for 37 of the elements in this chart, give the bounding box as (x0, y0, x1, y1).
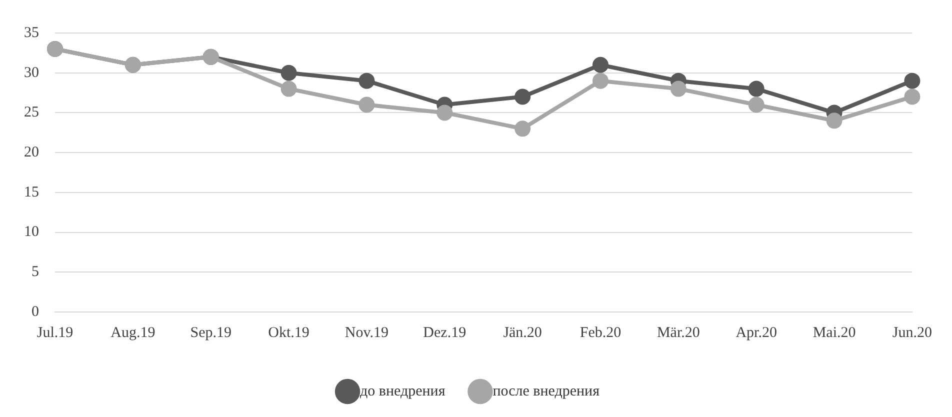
point (670, 80, 686, 97)
y-tick-label: 10 (24, 224, 39, 240)
y-tick-label: 5 (32, 264, 39, 280)
x-tick-label: Okt.19 (268, 324, 310, 341)
legend-label: до внедрения (360, 383, 446, 400)
x-tick-label: Jul.19 (36, 324, 74, 341)
x-tick-label: Mär.20 (656, 324, 700, 341)
x-tick-label: Dez.19 (423, 324, 466, 341)
y-tick-label: 0 (32, 304, 39, 320)
point (748, 80, 764, 97)
legend-label: после внедрения (492, 383, 600, 400)
x-tick-label: Sep.19 (190, 324, 232, 341)
x-tick-label: Mai.20 (812, 324, 856, 341)
x-tick-label: Apr.20 (736, 324, 777, 341)
x-tick-label: Nov.19 (344, 324, 389, 341)
point (826, 112, 842, 129)
point (514, 120, 531, 137)
point (514, 88, 531, 105)
x-tick-label: Aug.19 (110, 324, 156, 341)
x-tick-label: Jun.20 (892, 324, 932, 341)
point (592, 72, 608, 89)
point (358, 96, 375, 113)
y-tick-label: 15 (24, 184, 39, 200)
point (358, 72, 375, 89)
point (280, 80, 297, 97)
point (280, 64, 297, 81)
y-tick-label: 30 (24, 64, 39, 81)
point (592, 56, 608, 73)
y-tick-label: 20 (24, 144, 39, 161)
point (748, 96, 764, 113)
point (436, 104, 453, 121)
x-tick-label: Feb.20 (580, 324, 622, 341)
y-tick-label: 25 (24, 104, 39, 121)
y-tick-label: 35 (24, 24, 39, 41)
x-tick-label: Jän.20 (503, 324, 542, 341)
point (904, 88, 920, 105)
point (904, 72, 920, 89)
